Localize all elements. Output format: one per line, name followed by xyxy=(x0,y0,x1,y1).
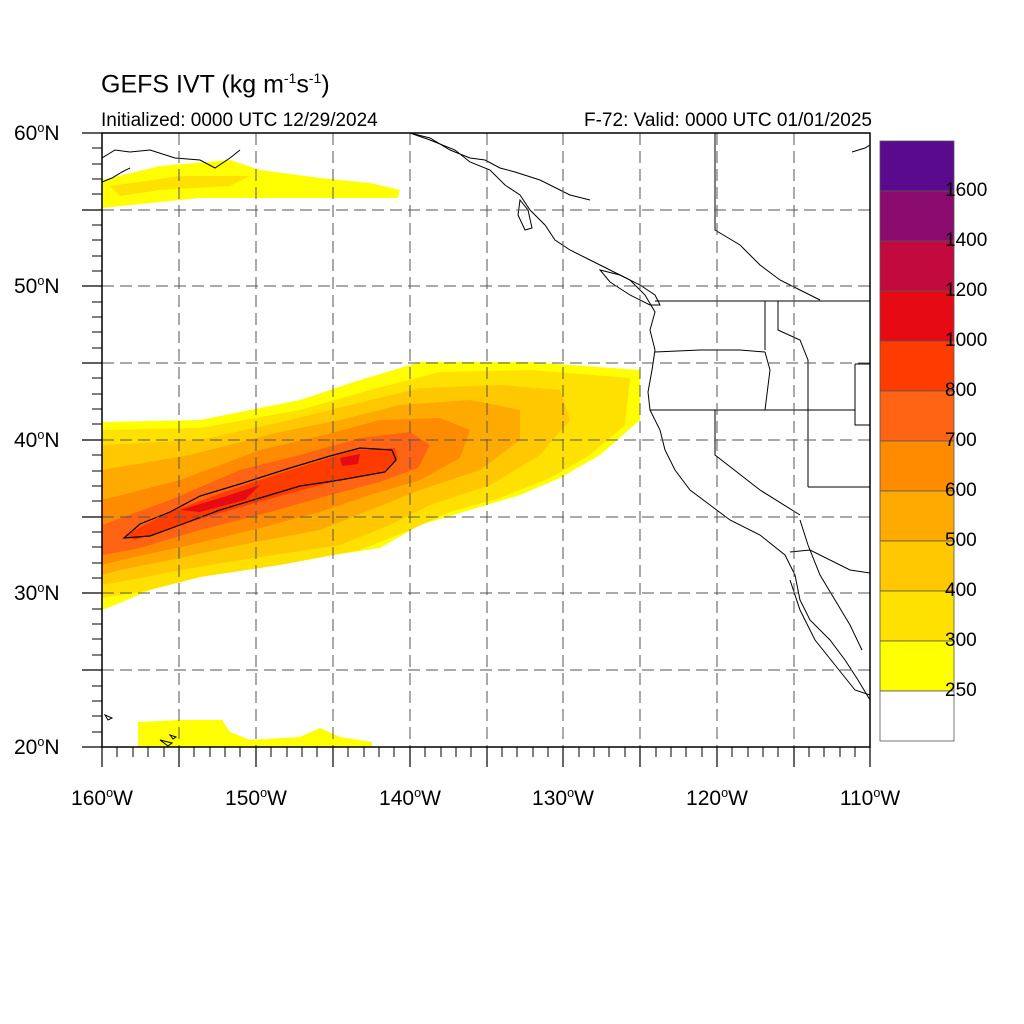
init-time-label: Initialized: 0000 UTC 12/29/2024 xyxy=(101,110,378,131)
lon-label-150w: 150oW xyxy=(225,786,287,810)
boundary-wy xyxy=(854,363,870,426)
colorbar-label: 1600 xyxy=(945,180,988,201)
coastline-vancouver-island xyxy=(598,269,661,306)
boundary-bc-ab xyxy=(714,133,821,301)
island-hawaii xyxy=(103,713,178,747)
colorbar-swatch xyxy=(879,490,955,542)
colorbar-swatch xyxy=(879,690,955,742)
plot-title: GEFS IVT (kg m-1s-1) xyxy=(101,70,330,99)
colorbar-label: 600 xyxy=(945,480,977,501)
coastline-haida-gwaii xyxy=(517,198,533,231)
colorbar-label: 1000 xyxy=(945,330,988,351)
colorbar-label: 1400 xyxy=(945,230,988,251)
lat-label-20: 20oN xyxy=(14,735,60,759)
boundary-ak-bc xyxy=(409,133,591,201)
ivt-contour-800 xyxy=(122,447,397,539)
colorbar-swatch xyxy=(879,640,955,692)
ivt-shading xyxy=(102,133,870,747)
colorbar-swatch xyxy=(879,140,955,192)
colorbar-swatch xyxy=(879,340,955,392)
boundary-wa-or xyxy=(654,349,766,353)
lat-label-30: 30oN xyxy=(14,581,60,605)
boundary-or-id xyxy=(764,351,771,411)
boundary-ca-nv xyxy=(714,410,801,516)
colorbar xyxy=(879,140,955,742)
boundary-us-mexico xyxy=(789,549,870,574)
colorbar-label: 700 xyxy=(945,430,977,451)
colorbar-label: 500 xyxy=(945,530,977,551)
colorbar-label: 250 xyxy=(945,680,977,701)
lon-label-110w: 110oW xyxy=(839,786,901,810)
coastline-gulf-ca xyxy=(799,519,863,651)
axis-minor-ticks xyxy=(92,147,856,757)
coastline-ne-corner xyxy=(851,144,870,153)
colorbar-swatch xyxy=(879,540,955,592)
ivt-band-north-core xyxy=(110,176,250,196)
colorbar-label: 1200 xyxy=(945,280,988,301)
colorbar-label: 800 xyxy=(945,380,977,401)
colorbar-swatch xyxy=(879,190,955,242)
colorbar-swatch xyxy=(879,240,955,292)
lat-label-60: 60oN xyxy=(14,121,60,145)
ivt-patch-south-1 xyxy=(138,720,372,747)
coastline-alaska-inner xyxy=(102,167,131,183)
colorbar-label: 300 xyxy=(945,630,977,651)
colorbar-label: 400 xyxy=(945,580,977,601)
boundaries xyxy=(409,133,870,574)
colorbar-swatch xyxy=(879,440,955,492)
coastline-bc xyxy=(409,133,870,701)
colorbar-swatch xyxy=(879,590,955,642)
ivt-1000 xyxy=(180,485,260,512)
axis-ticks xyxy=(82,132,871,767)
lon-label-130w: 130oW xyxy=(532,786,594,810)
colorbar-swatch xyxy=(879,290,955,342)
lat-label-40: 40oN xyxy=(14,428,60,452)
colorbar-swatch xyxy=(879,390,955,442)
valid-time-label: F-72: Valid: 0000 UTC 01/01/2025 xyxy=(584,110,872,131)
lon-label-140w: 140oW xyxy=(379,786,441,810)
coastline-alaska xyxy=(102,149,241,169)
graticule xyxy=(102,133,870,747)
ivt-band-north xyxy=(102,160,400,208)
lon-label-120w: 120oW xyxy=(686,786,748,810)
boundary-id-mt xyxy=(777,301,809,410)
lon-label-160w: 160oW xyxy=(71,786,133,810)
coastlines xyxy=(102,133,870,747)
coastline-baja xyxy=(789,579,870,696)
lat-label-50: 50oN xyxy=(14,274,60,298)
ivt-1000b xyxy=(340,454,360,466)
